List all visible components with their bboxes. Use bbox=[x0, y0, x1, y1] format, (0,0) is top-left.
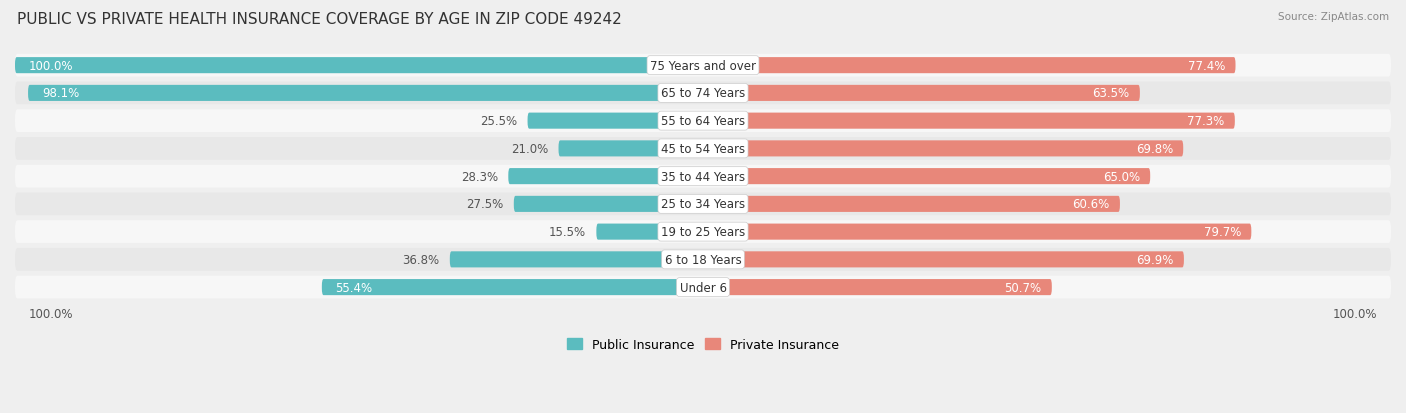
Text: 55 to 64 Years: 55 to 64 Years bbox=[661, 115, 745, 128]
FancyBboxPatch shape bbox=[15, 248, 1391, 271]
Text: 79.7%: 79.7% bbox=[1204, 225, 1241, 239]
Legend: Public Insurance, Private Insurance: Public Insurance, Private Insurance bbox=[562, 333, 844, 356]
FancyBboxPatch shape bbox=[703, 58, 1236, 74]
Text: 77.3%: 77.3% bbox=[1187, 115, 1225, 128]
Text: 45 to 54 Years: 45 to 54 Years bbox=[661, 142, 745, 156]
FancyBboxPatch shape bbox=[15, 55, 1391, 77]
FancyBboxPatch shape bbox=[703, 141, 1184, 157]
FancyBboxPatch shape bbox=[703, 169, 1150, 185]
FancyBboxPatch shape bbox=[15, 138, 1391, 160]
FancyBboxPatch shape bbox=[703, 85, 1140, 102]
FancyBboxPatch shape bbox=[596, 224, 703, 240]
FancyBboxPatch shape bbox=[558, 141, 703, 157]
FancyBboxPatch shape bbox=[15, 221, 1391, 243]
Text: 15.5%: 15.5% bbox=[548, 225, 586, 239]
Text: 63.5%: 63.5% bbox=[1092, 87, 1129, 100]
Text: 27.5%: 27.5% bbox=[467, 198, 503, 211]
Text: 28.3%: 28.3% bbox=[461, 170, 498, 183]
Text: 60.6%: 60.6% bbox=[1073, 198, 1109, 211]
Text: 100.0%: 100.0% bbox=[1333, 307, 1378, 320]
Text: 77.4%: 77.4% bbox=[1188, 59, 1225, 72]
FancyBboxPatch shape bbox=[15, 110, 1391, 133]
FancyBboxPatch shape bbox=[703, 279, 1052, 295]
Text: 100.0%: 100.0% bbox=[28, 59, 73, 72]
Text: 36.8%: 36.8% bbox=[402, 253, 440, 266]
FancyBboxPatch shape bbox=[15, 276, 1391, 299]
Text: 55.4%: 55.4% bbox=[336, 281, 373, 294]
Text: 100.0%: 100.0% bbox=[28, 307, 73, 320]
Text: 19 to 25 Years: 19 to 25 Years bbox=[661, 225, 745, 239]
FancyBboxPatch shape bbox=[322, 279, 703, 295]
FancyBboxPatch shape bbox=[509, 169, 703, 185]
FancyBboxPatch shape bbox=[513, 196, 703, 212]
Text: PUBLIC VS PRIVATE HEALTH INSURANCE COVERAGE BY AGE IN ZIP CODE 49242: PUBLIC VS PRIVATE HEALTH INSURANCE COVER… bbox=[17, 12, 621, 27]
FancyBboxPatch shape bbox=[703, 196, 1121, 212]
Text: 65.0%: 65.0% bbox=[1102, 170, 1140, 183]
Text: 25.5%: 25.5% bbox=[479, 115, 517, 128]
FancyBboxPatch shape bbox=[703, 113, 1234, 129]
FancyBboxPatch shape bbox=[450, 252, 703, 268]
Text: 75 Years and over: 75 Years and over bbox=[650, 59, 756, 72]
Text: 35 to 44 Years: 35 to 44 Years bbox=[661, 170, 745, 183]
Text: 98.1%: 98.1% bbox=[42, 87, 79, 100]
Text: 6 to 18 Years: 6 to 18 Years bbox=[665, 253, 741, 266]
FancyBboxPatch shape bbox=[527, 113, 703, 129]
Text: 65 to 74 Years: 65 to 74 Years bbox=[661, 87, 745, 100]
Text: 21.0%: 21.0% bbox=[510, 142, 548, 156]
FancyBboxPatch shape bbox=[15, 165, 1391, 188]
Text: 69.9%: 69.9% bbox=[1136, 253, 1174, 266]
FancyBboxPatch shape bbox=[15, 82, 1391, 105]
Text: 25 to 34 Years: 25 to 34 Years bbox=[661, 198, 745, 211]
FancyBboxPatch shape bbox=[703, 252, 1184, 268]
FancyBboxPatch shape bbox=[703, 224, 1251, 240]
Text: Under 6: Under 6 bbox=[679, 281, 727, 294]
Text: 69.8%: 69.8% bbox=[1136, 142, 1173, 156]
FancyBboxPatch shape bbox=[28, 85, 703, 102]
Text: Source: ZipAtlas.com: Source: ZipAtlas.com bbox=[1278, 12, 1389, 22]
FancyBboxPatch shape bbox=[15, 193, 1391, 216]
FancyBboxPatch shape bbox=[15, 58, 703, 74]
Text: 50.7%: 50.7% bbox=[1004, 281, 1042, 294]
